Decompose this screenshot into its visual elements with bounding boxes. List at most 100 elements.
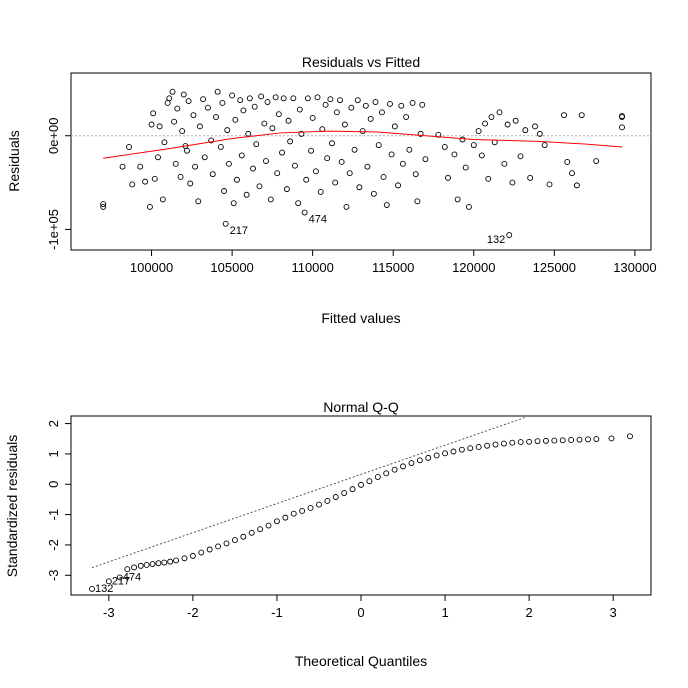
x-axis-label: Theoretical Quantiles bbox=[295, 653, 427, 669]
data-point bbox=[262, 158, 269, 164]
data-point bbox=[458, 446, 465, 453]
data-point bbox=[149, 561, 156, 568]
data-point bbox=[366, 478, 373, 485]
data-point bbox=[412, 171, 419, 178]
data-point bbox=[332, 494, 339, 500]
data-point bbox=[536, 130, 543, 137]
data-point bbox=[224, 127, 231, 134]
data-point bbox=[408, 460, 415, 466]
data-point bbox=[316, 501, 322, 508]
data-point bbox=[148, 121, 155, 128]
residuals-vs-fitted-panel: Residuals vs Fitted Fitted values Residu… bbox=[6, 54, 657, 326]
data-point bbox=[200, 96, 207, 103]
data-point bbox=[441, 144, 448, 150]
data-point bbox=[169, 88, 176, 95]
data-point bbox=[290, 95, 297, 102]
data-point bbox=[593, 158, 600, 164]
data-point bbox=[296, 106, 303, 113]
data-point bbox=[279, 149, 286, 156]
data-point bbox=[230, 200, 237, 207]
x-axis-label: Fitted values bbox=[321, 310, 400, 326]
data-point bbox=[367, 115, 374, 122]
data-point bbox=[243, 191, 250, 198]
x-tick-label: 125000 bbox=[533, 260, 576, 275]
data-point bbox=[185, 98, 192, 105]
point-label: 217 bbox=[230, 225, 248, 237]
data-point bbox=[501, 160, 508, 167]
data-point bbox=[240, 533, 247, 540]
data-point bbox=[500, 440, 507, 447]
data-point bbox=[422, 156, 429, 163]
data-point bbox=[435, 131, 442, 138]
data-point bbox=[349, 486, 356, 493]
data-point bbox=[627, 433, 633, 440]
data-point bbox=[478, 152, 485, 159]
data-point bbox=[517, 439, 524, 446]
data-point bbox=[337, 97, 344, 104]
data-point bbox=[546, 181, 553, 188]
x-tick-label: -1 bbox=[271, 605, 283, 620]
data-point bbox=[308, 147, 315, 154]
data-point bbox=[573, 182, 580, 189]
y-axis-label: Residuals bbox=[6, 130, 22, 191]
data-point bbox=[273, 518, 280, 525]
data-point bbox=[372, 99, 379, 105]
data-point bbox=[451, 151, 458, 158]
data-point bbox=[299, 508, 306, 514]
smoother-line bbox=[103, 130, 623, 159]
data-point bbox=[527, 174, 534, 181]
data-point bbox=[219, 100, 226, 106]
data-point bbox=[370, 190, 377, 197]
data-point bbox=[351, 146, 358, 153]
y-tick-label: 1 bbox=[46, 450, 61, 457]
data-point bbox=[414, 198, 421, 205]
y-axis-label: Standardized residuals bbox=[4, 435, 20, 577]
data-point bbox=[317, 188, 324, 195]
data-point bbox=[156, 123, 163, 130]
data-point bbox=[526, 438, 533, 445]
data-point bbox=[116, 574, 123, 581]
data-point bbox=[283, 186, 290, 193]
data-point bbox=[287, 138, 294, 145]
data-point bbox=[137, 163, 144, 170]
data-point bbox=[409, 100, 416, 106]
data-point bbox=[250, 165, 257, 172]
data-point bbox=[190, 112, 197, 119]
data-point bbox=[391, 123, 398, 130]
data-point bbox=[388, 151, 395, 158]
data-point bbox=[258, 93, 265, 100]
data-point bbox=[398, 102, 405, 109]
data-point bbox=[425, 454, 432, 461]
data-point bbox=[395, 182, 402, 189]
data-point bbox=[150, 110, 157, 117]
x-tick-label: 110000 bbox=[291, 260, 333, 275]
data-point bbox=[131, 564, 137, 571]
data-point bbox=[206, 546, 213, 553]
point-label: 217 bbox=[112, 575, 130, 587]
data-point bbox=[324, 155, 331, 162]
data-point bbox=[142, 178, 149, 185]
x-tick-label: 105000 bbox=[210, 260, 253, 275]
data-point bbox=[341, 121, 348, 128]
chart-title: Residuals vs Fitted bbox=[302, 54, 420, 70]
data-point bbox=[166, 95, 173, 102]
data-point bbox=[100, 203, 107, 210]
data-point bbox=[445, 174, 451, 181]
data-point bbox=[291, 162, 298, 169]
data-point bbox=[403, 114, 410, 120]
data-point bbox=[399, 160, 406, 167]
data-point bbox=[274, 170, 281, 177]
data-point bbox=[309, 115, 316, 121]
data-point bbox=[568, 437, 575, 443]
data-point bbox=[327, 96, 334, 103]
data-point bbox=[517, 153, 524, 160]
data-point bbox=[522, 127, 529, 134]
y-tick-label: -1 bbox=[46, 509, 61, 521]
data-point bbox=[564, 159, 571, 165]
x-tick-label: 2 bbox=[525, 605, 532, 620]
point-label: 132 bbox=[95, 583, 113, 595]
data-point bbox=[333, 109, 340, 116]
x-tick-label: 1 bbox=[441, 605, 448, 620]
data-point bbox=[126, 144, 132, 150]
